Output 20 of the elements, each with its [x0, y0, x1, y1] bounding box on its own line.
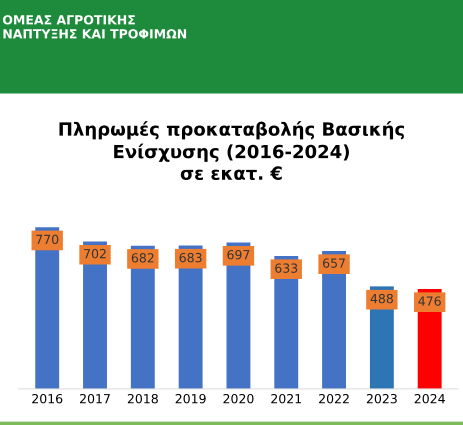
x-tick-label: 2019: [176, 394, 206, 404]
x-tick-label: 2016: [32, 394, 62, 404]
data-label: 488: [370, 294, 393, 304]
text: ΟΜΕΑΣ ΑΓΡΟΤΙΚΗΣ ΝΑΠΤΥΞΗΣ ΚΑΙ ΤΡΟΦΙΜΩΝ: [2, 15, 186, 39]
chart-title: Πληρωμές προκαταβολής Βασικής Ενίσχυσης (2016-2024) σε εκατ. €: [59, 121, 404, 180]
x-tick-label: 2018: [128, 394, 158, 404]
x-tick-label: 2017: [80, 394, 110, 404]
data-label: 697: [227, 250, 250, 260]
data-label: 702: [84, 248, 106, 258]
data-label: 633: [275, 263, 298, 273]
x-tick-label: 2023: [366, 394, 397, 404]
data-label: 476: [418, 296, 441, 306]
x-tick-label: 2024: [414, 394, 445, 404]
data-label: 770: [36, 234, 58, 244]
x-tick-label: 2022: [319, 394, 349, 404]
x-tick-label: 2021: [271, 394, 302, 404]
x-tick-label: 2020: [223, 394, 254, 404]
data-label: 682: [132, 253, 154, 263]
data-label: 683: [180, 252, 202, 262]
data-label: 657: [323, 258, 345, 268]
